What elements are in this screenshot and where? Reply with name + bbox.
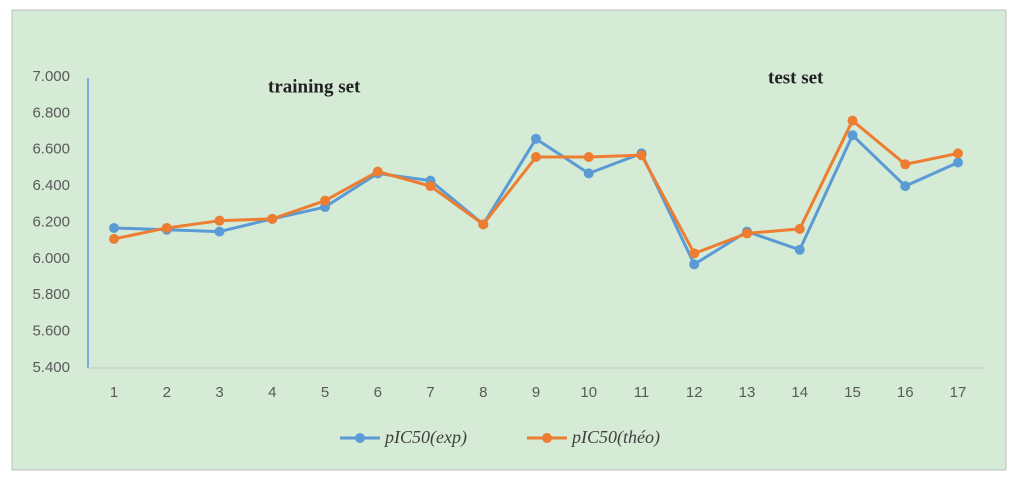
x-tick-label: 10 (580, 384, 597, 401)
y-tick-label: 5.800 (32, 286, 70, 303)
point (636, 150, 647, 161)
point (214, 215, 225, 226)
y-tick-label: 5.400 (32, 359, 70, 376)
point (372, 166, 383, 177)
x-tick-label: 9 (532, 384, 540, 401)
point (267, 213, 278, 224)
legend-marker (542, 433, 552, 443)
x-tick-label: 15 (844, 384, 861, 401)
legend-label: pIC50(théo) (570, 427, 660, 448)
point (900, 159, 911, 170)
point (953, 148, 963, 159)
annotation: training set (268, 76, 361, 97)
point (900, 181, 911, 192)
point (531, 133, 541, 144)
point (320, 195, 330, 206)
x-tick-label: 5 (321, 384, 329, 401)
x-tick-label: 8 (479, 384, 487, 401)
y-tick-label: 6.000 (32, 250, 70, 267)
point (583, 168, 594, 179)
point (531, 152, 541, 163)
point (847, 115, 858, 126)
point (425, 181, 436, 192)
point (109, 233, 119, 244)
point (794, 223, 805, 234)
x-tick-label: 12 (686, 384, 703, 401)
y-tick-label: 6.800 (32, 104, 70, 121)
point (689, 259, 700, 270)
point (109, 222, 119, 233)
y-tick-label: 7.000 (32, 68, 70, 85)
annotation: test set (768, 67, 824, 88)
x-tick-label: 7 (426, 384, 434, 401)
x-tick-label: 6 (374, 384, 382, 401)
y-tick-label: 6.200 (32, 213, 70, 230)
x-tick-label: 17 (950, 384, 967, 401)
y-tick-label: 6.600 (32, 141, 70, 158)
x-tick-label: 13 (739, 384, 756, 401)
y-tick-label: 5.600 (32, 323, 70, 340)
x-tick-label: 11 (634, 384, 650, 401)
point (689, 248, 700, 259)
x-tick-label: 1 (110, 384, 118, 401)
point (953, 157, 963, 168)
point (161, 222, 172, 233)
point (742, 228, 752, 239)
chart-area (11, 9, 1007, 471)
point (794, 244, 805, 255)
x-tick-label: 4 (268, 384, 276, 401)
point (847, 130, 858, 141)
point (583, 152, 594, 163)
legend-label: pIC50(exp) (383, 427, 467, 448)
y-tick-label: 6.400 (32, 177, 70, 194)
x-tick-label: 3 (215, 384, 223, 401)
legend-marker (355, 433, 365, 443)
point (478, 219, 489, 230)
x-tick-label: 2 (163, 384, 171, 401)
x-tick-label: 16 (897, 384, 914, 401)
x-tick-label: 14 (791, 384, 808, 401)
point (214, 226, 225, 237)
